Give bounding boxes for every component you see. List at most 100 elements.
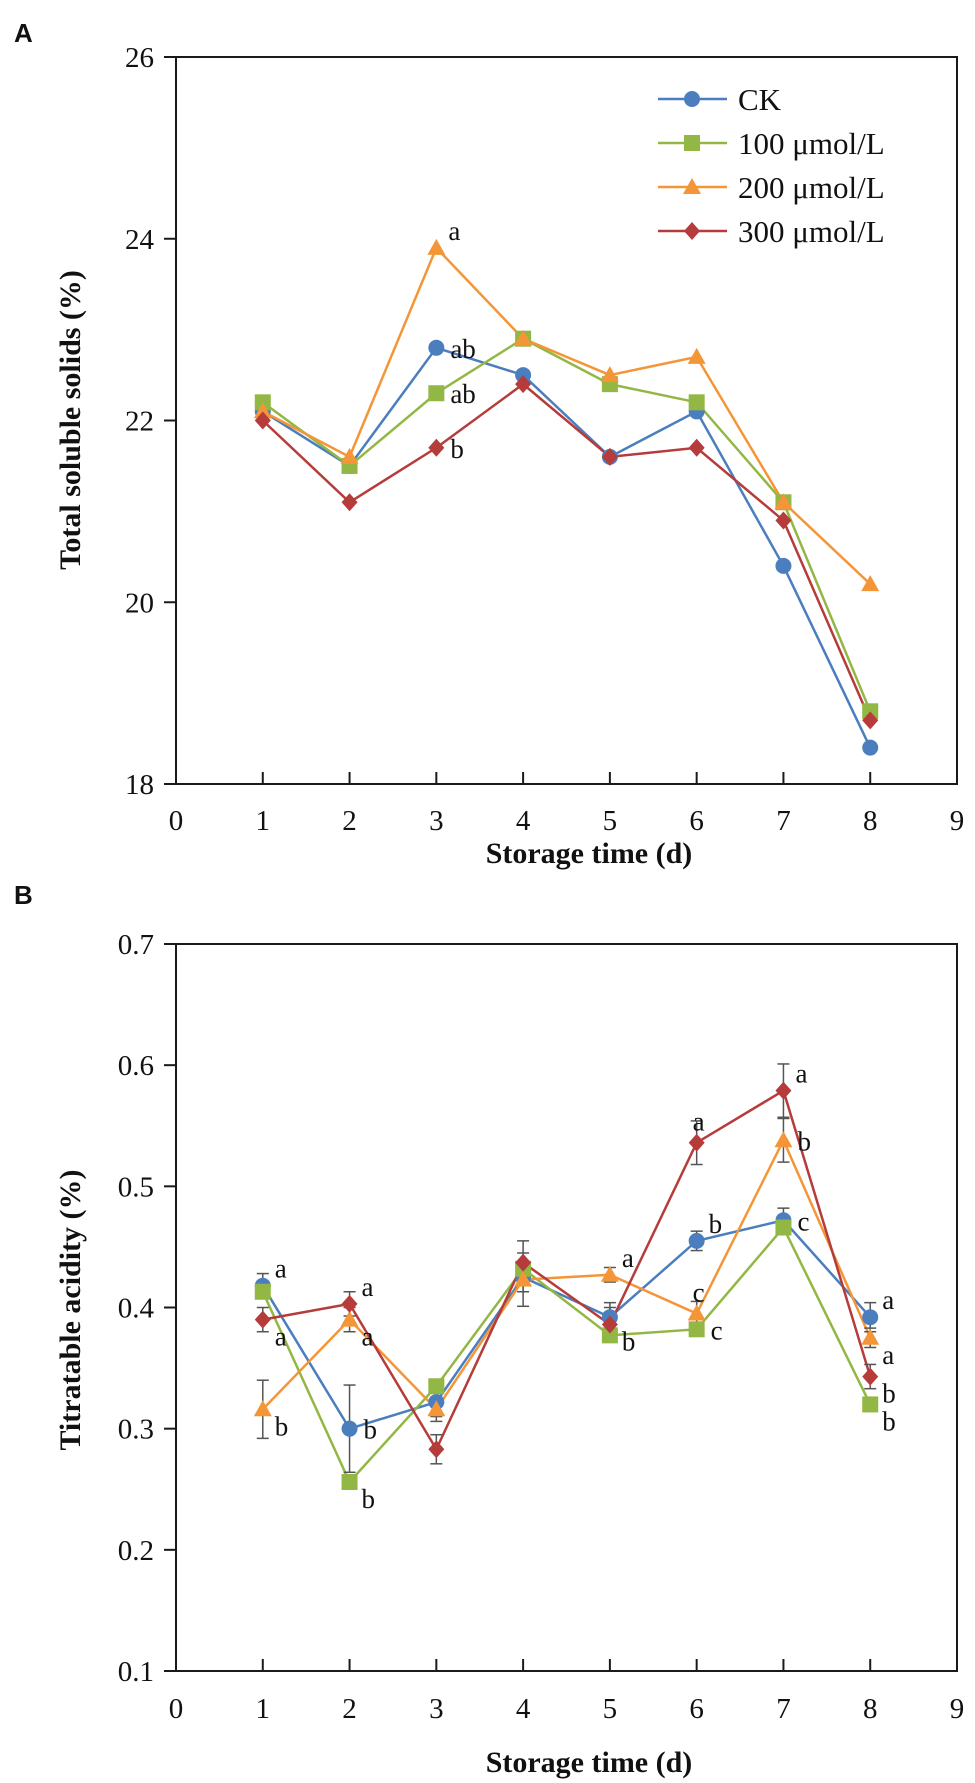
panel-a-point-300-mol-l-day4 <box>515 375 532 394</box>
panel-b-plot-frame <box>175 943 958 1672</box>
panel-b-x-tick-label-8: 8 <box>863 1693 878 1725</box>
panel-b-point-200-mol-l-day7 <box>774 1131 793 1148</box>
panel-b-significance-label-0: a <box>275 1254 287 1284</box>
panel-a-line-300-mol-l <box>261 382 872 721</box>
panel-b-letter: B <box>14 880 33 910</box>
panel-b-point-200-mol-l-day4 <box>514 1270 533 1287</box>
panel-b-point-200-mol-l-day6 <box>687 1304 706 1321</box>
panel-a-point-300-mol-l-day1 <box>254 411 271 430</box>
panel-b-y-tick-label-1: 0.2 <box>118 1535 154 1567</box>
panel-b-point-100-mol-l-day3 <box>428 1378 445 1395</box>
panel-a-x-tick-label-1: 1 <box>256 805 271 837</box>
panel-a-x-axis-title: Storage time (d) <box>486 837 693 870</box>
panel-b-data-markers <box>253 1081 880 1490</box>
panel-b-point-300-mol-l-day5 <box>601 1315 618 1334</box>
panel-b-point-ck-day8 <box>862 1309 879 1326</box>
panel-a-point-300-mol-l-day7 <box>775 511 792 530</box>
panel-a-y-tick-label-2: 22 <box>125 406 154 438</box>
panel-a-x-tick-label-4: 4 <box>516 805 531 837</box>
panel-a-point-200-mol-l-day1 <box>253 402 272 419</box>
panel-a-x-tick-label-6: 6 <box>689 805 704 837</box>
panel-b-x-axis-title: Storage time (d) <box>486 1746 693 1779</box>
panel-b-significance-label-16: a <box>882 1285 894 1315</box>
panel-b-point-100-mol-l-day8 <box>862 1396 879 1413</box>
panel-b-error-bars <box>256 1063 877 1474</box>
panel-a-point-ck-day3 <box>428 339 445 356</box>
panel-a-y-tick-label-0: 18 <box>125 769 154 801</box>
panel-b-x-tick-label-4: 4 <box>516 1693 531 1725</box>
panel-b-significance-label-7: a <box>622 1243 634 1273</box>
panel-b-x-tick-label-0: 0 <box>169 1693 184 1725</box>
panel-b-significance-label-19: b <box>882 1406 896 1436</box>
panel-a-x-tick-label-0: 0 <box>169 805 184 837</box>
panel-b-significance-label-15: c <box>797 1206 809 1236</box>
panel-b-line-300-mol-l <box>262 1088 872 1452</box>
panel-b-line-ck <box>261 1218 872 1431</box>
panel-a-point-ck-day8 <box>862 739 879 756</box>
panel-a-legend-marker-300-mol-l <box>684 222 700 240</box>
panel-b-x-tick-label-1: 1 <box>256 1693 271 1725</box>
panel-b-x-tick-label-2: 2 <box>342 1693 357 1725</box>
panel-a-significance-label-3: b <box>450 434 464 464</box>
panel-b-x-tick-label-6: 6 <box>689 1693 704 1725</box>
panel-b-significance-label-5: b <box>364 1415 378 1445</box>
panel-a-significance-label-2: ab <box>450 379 475 409</box>
panel-b-point-200-mol-l-day5 <box>600 1265 619 1282</box>
panel-b-point-200-mol-l-day8 <box>861 1328 880 1345</box>
panel-b-significance-label-14: b <box>797 1126 811 1156</box>
panel-a-point-300-mol-l-day8 <box>862 711 879 730</box>
panel-a-point-100-mol-l-day8 <box>862 703 879 720</box>
panel-a-point-300-mol-l-day6 <box>688 438 705 457</box>
panel-b-point-300-mol-l-day3 <box>428 1440 445 1459</box>
panel-b-significance-label-8: b <box>622 1326 636 1356</box>
panel-a-x-tick-label-8: 8 <box>863 805 878 837</box>
panel-a-x-tick-label-9: 9 <box>950 805 965 837</box>
panel-b-series-lines <box>261 1088 872 1485</box>
panel-a-x-tick-label-3: 3 <box>429 805 444 837</box>
panel-b-y-tick-label-5: 0.6 <box>118 1050 154 1082</box>
panel-b-significance-label-11: c <box>693 1278 705 1308</box>
panel-a-point-300-mol-l-day2 <box>341 493 358 512</box>
panel-a-point-ck-day7 <box>775 557 792 574</box>
panel-b-titratable-acidity-chart: B Titratable acidity (%) Storage time (d… <box>14 880 964 1779</box>
panel-b-significance-label-17: a <box>882 1340 894 1370</box>
panel-b-point-100-mol-l-day7 <box>775 1219 792 1236</box>
panel-a-legend-label-300-mol-l: 300 μmol/L <box>738 214 885 249</box>
panel-b-x-tick-label-5: 5 <box>603 1693 618 1725</box>
panel-b-point-ck-day2 <box>341 1420 358 1437</box>
panel-b-point-100-mol-l-day5 <box>601 1327 618 1344</box>
panel-b-significance-label-13: a <box>795 1059 807 1089</box>
panel-b-point-100-mol-l-day6 <box>688 1321 705 1338</box>
panel-b-y-tick-label-0: 0.1 <box>118 1656 154 1688</box>
panel-a-legend-marker-200-mol-l <box>683 178 701 194</box>
panel-b-significance-label-18: b <box>882 1379 896 1409</box>
panel-b-line-100-mol-l <box>261 1225 872 1485</box>
panel-a-y-axis-title: Total soluble solids (%) <box>54 270 87 570</box>
panel-b-point-200-mol-l-day3 <box>427 1400 446 1417</box>
panel-b-point-200-mol-l-day2 <box>340 1310 359 1327</box>
panel-b-point-300-mol-l-day2 <box>341 1294 358 1313</box>
panel-b-point-ck-day6 <box>688 1232 705 1249</box>
panel-b-x-tick-label-9: 9 <box>950 1693 965 1725</box>
panel-a-point-200-mol-l-day4 <box>514 329 533 346</box>
panel-a-legend-marker-ck <box>684 91 700 107</box>
panel-b-point-100-mol-l-day2 <box>341 1473 358 1490</box>
panel-a-point-200-mol-l-day8 <box>861 575 880 592</box>
panel-a-line-100-mol-l <box>262 337 872 712</box>
panel-a-point-200-mol-l-day7 <box>774 493 793 510</box>
panel-a-significance-labels: a ab ab b <box>448 216 475 464</box>
panel-b-significance-label-10: b <box>709 1209 723 1239</box>
panel-a-point-100-mol-l-day6 <box>688 394 705 411</box>
panel-b-significance-label-3: a <box>362 1272 374 1302</box>
panel-a-x-tick-label-2: 2 <box>342 805 357 837</box>
panel-a-letter: A <box>14 18 33 48</box>
panel-b-significance-label-9: a <box>693 1107 705 1137</box>
panel-b-y-tick-label-6: 0.7 <box>118 929 154 961</box>
panel-b-y-tick-label-2: 0.3 <box>118 1414 154 1446</box>
panel-b-x-tick-label-7: 7 <box>776 1693 791 1725</box>
panel-b-x-tick-label-3: 3 <box>429 1693 444 1725</box>
panel-b-significance-label-4: a <box>362 1322 374 1352</box>
panel-a-significance-label-1: ab <box>450 334 475 364</box>
panel-b-point-300-mol-l-day8 <box>862 1367 879 1386</box>
panel-b-significance-label-12: c <box>711 1315 723 1345</box>
